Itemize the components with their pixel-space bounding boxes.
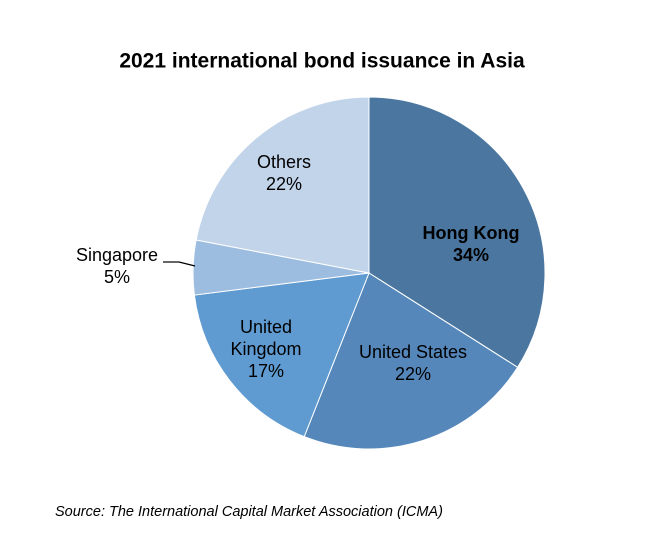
pie-slice [303, 272, 519, 450]
slice-value: 17% [248, 361, 284, 381]
slice-name: United Kingdom [230, 317, 301, 359]
pie-slice [193, 272, 370, 438]
slice-name: United States [359, 342, 467, 362]
slice-name: Singapore [76, 245, 158, 265]
slice-value: 34% [453, 245, 489, 265]
labels: Hong Kong 34%United States 22%United Kingdo… [76, 152, 520, 384]
slice-value: 22% [266, 174, 302, 194]
slice-label: Singapore 5% [76, 245, 158, 287]
slice-name: Hong Kong [423, 223, 520, 243]
source: Source: The International Capital Market… [55, 504, 443, 520]
slice-value: 5% [104, 267, 130, 287]
slice-label: United States 22% [359, 342, 467, 384]
slice-label: United Kingdom 17% [230, 317, 301, 381]
pie-slice [195, 96, 370, 274]
leader-line [178, 261, 196, 267]
slice-label: Others 22% [257, 152, 311, 194]
pie-slice [368, 96, 546, 368]
slice-name: Others [257, 152, 311, 172]
slice-label: Hong Kong 34% [423, 223, 520, 265]
slice-name-line: Kingdom [230, 339, 301, 359]
slice-value: 22% [395, 364, 431, 384]
chart-title: 2021 international bond issuance in Asia [119, 50, 525, 73]
pie [192, 96, 546, 450]
slice-name-line: United [240, 317, 292, 337]
